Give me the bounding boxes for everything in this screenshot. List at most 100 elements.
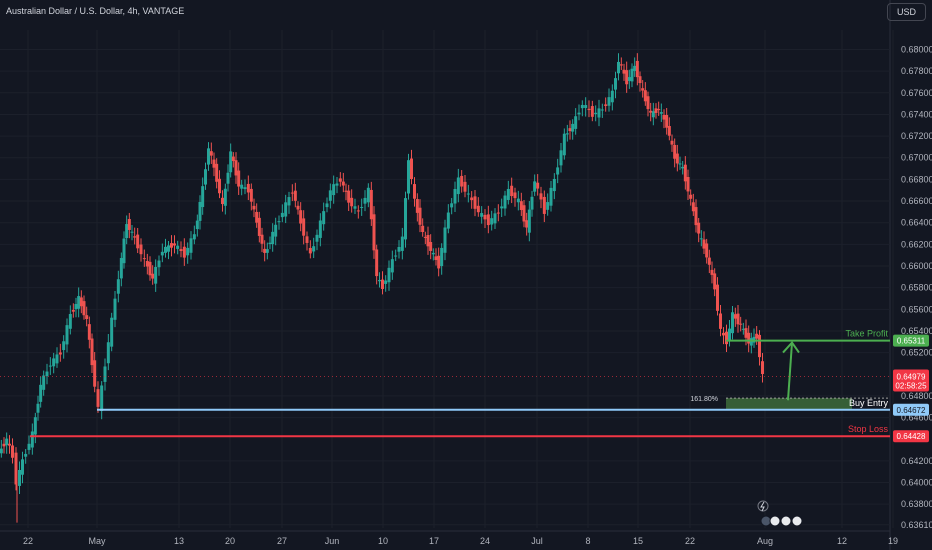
buy-entry-price-tag: 0.64672	[897, 406, 926, 415]
candle-body	[42, 375, 46, 390]
y-tick-label: 0.67600	[901, 88, 932, 98]
candle-body	[24, 453, 28, 457]
candle-body	[470, 197, 474, 201]
candle-body	[328, 190, 332, 201]
candle-body	[574, 116, 578, 129]
candle-body	[590, 106, 594, 117]
candle-body	[77, 296, 81, 309]
candle-body	[418, 207, 422, 225]
candle-body	[580, 104, 584, 109]
candle-body	[546, 202, 550, 210]
candle-body	[657, 109, 661, 111]
candle-body	[384, 280, 388, 284]
y-tick-label: 0.64800	[901, 391, 932, 401]
candle-body	[725, 331, 728, 345]
candle-body	[11, 445, 14, 458]
y-tick-label: 0.63800	[901, 499, 932, 509]
candle-body	[110, 317, 114, 347]
candle-body	[694, 207, 698, 226]
candle-body	[584, 105, 588, 108]
candle-body	[363, 197, 367, 204]
candle-body	[338, 178, 342, 182]
event-flag-icon[interactable]	[780, 515, 792, 527]
candle-body	[96, 389, 100, 407]
candle-body	[466, 193, 470, 195]
candle-body	[533, 181, 537, 192]
candle-body	[93, 360, 97, 387]
candle-body	[296, 205, 300, 210]
x-tick-label: Jun	[325, 536, 340, 546]
candle-body	[568, 128, 572, 132]
candle-body	[344, 190, 348, 192]
x-tick-label: 12	[837, 536, 847, 546]
candle-body	[525, 220, 529, 228]
candle-body	[594, 112, 598, 115]
candle-body	[630, 68, 634, 82]
lightning-icon[interactable]	[757, 500, 769, 512]
buy-entry-zone	[726, 398, 852, 410]
candle-body	[678, 163, 682, 165]
y-tick-label: 0.64600	[901, 413, 932, 423]
candle-body	[625, 70, 629, 85]
target-arrow-head	[782, 340, 800, 354]
candle-body	[440, 247, 444, 267]
candle-body	[741, 328, 745, 330]
x-tick-label: Aug	[757, 536, 773, 546]
y-tick-label: 0.65800	[901, 283, 932, 293]
candle-body	[426, 235, 430, 247]
candle-body	[539, 193, 543, 200]
candle-body	[14, 452, 18, 485]
candle-body	[315, 234, 319, 242]
candle-body	[71, 309, 75, 312]
candle-body	[490, 218, 494, 225]
current-price-tag: 0.64979	[897, 373, 926, 382]
x-tick-label: 13	[174, 536, 184, 546]
x-tick-label: 10	[378, 536, 388, 546]
candle-body	[390, 259, 394, 273]
candle-body	[176, 245, 180, 249]
candle-body	[681, 166, 685, 169]
candle-body	[429, 242, 433, 251]
candle-body	[164, 246, 167, 253]
candle-body	[260, 234, 264, 244]
candle-body	[456, 177, 460, 195]
candle-body	[667, 125, 671, 136]
candle-body	[747, 332, 751, 344]
event-flag-icon[interactable]	[791, 515, 803, 527]
x-tick-label: 15	[633, 536, 643, 546]
price-axis[interactable]	[890, 0, 932, 550]
candle-body	[659, 112, 663, 114]
event-flag-icon[interactable]	[769, 515, 781, 527]
x-tick-label: 22	[685, 536, 695, 546]
x-tick-label: 17	[429, 536, 439, 546]
current-price-timer: 02:58:25	[895, 382, 927, 391]
buy-entry-label: Buy Entry	[849, 398, 889, 408]
candle-body	[252, 205, 256, 210]
candle-body	[627, 77, 631, 81]
candle-body	[446, 212, 450, 229]
x-tick-label: 8	[585, 536, 590, 546]
candle-body	[513, 192, 517, 199]
candle-body	[610, 90, 614, 103]
candle-body	[437, 255, 441, 269]
y-tick-label: 0.66000	[901, 261, 932, 271]
candle-body	[0, 448, 3, 454]
stop-loss-label: Stop Loss	[848, 424, 889, 434]
candle-body	[654, 108, 658, 113]
candle-body	[542, 196, 546, 214]
buy-entry-price-tag-bg	[893, 403, 929, 416]
take-profit-label: Take Profit	[845, 329, 888, 339]
currency-button[interactable]: USD	[886, 3, 926, 21]
candle-body	[103, 366, 107, 382]
candle-body	[638, 76, 642, 84]
candle-body	[45, 371, 49, 377]
candle-body	[201, 186, 205, 208]
candle-body	[234, 160, 238, 176]
candle-body	[305, 236, 309, 243]
candle-body	[565, 133, 569, 135]
candle-body	[204, 169, 207, 185]
candle-body	[308, 247, 312, 254]
candle-body	[36, 403, 40, 413]
candle-body	[74, 303, 78, 310]
